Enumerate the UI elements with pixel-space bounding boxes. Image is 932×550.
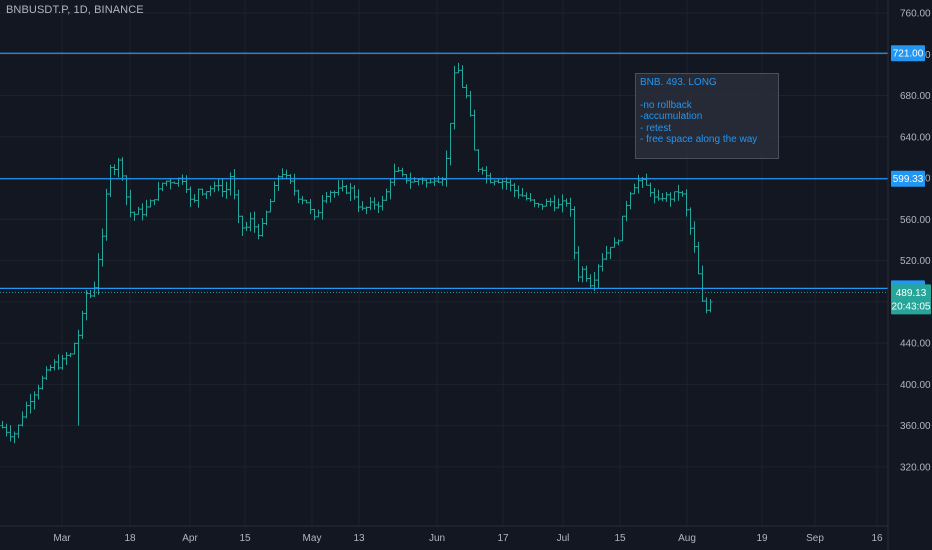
time-tick-label: May bbox=[303, 533, 322, 544]
current-price-label-bg bbox=[891, 284, 931, 315]
symbol-title: BNBUSDT.P, 1D, BINANCE bbox=[6, 4, 144, 16]
time-tick-label: Aug bbox=[678, 533, 696, 544]
price-tick-label: 520.00 bbox=[900, 256, 931, 267]
time-tick-label: Mar bbox=[53, 533, 71, 544]
price-axis[interactable]: 320.00360.00400.00440.00480.00520.00560.… bbox=[900, 9, 931, 474]
note-line: - retest bbox=[640, 122, 672, 134]
time-tick-label: 16 bbox=[871, 533, 883, 544]
price-line-label-bg bbox=[891, 170, 925, 187]
time-tick-label: Apr bbox=[182, 533, 198, 544]
price-tick-label: 680.00 bbox=[900, 91, 931, 102]
text-note-box[interactable]: BNB. 493. LONG -no rollback -accumulatio… bbox=[635, 73, 779, 159]
time-tick-label: Sep bbox=[806, 533, 824, 544]
time-tick-label: 15 bbox=[239, 533, 251, 544]
note-title: BNB. 493. LONG bbox=[640, 77, 717, 88]
time-tick-label: 15 bbox=[614, 533, 626, 544]
price-tick-label: 560.00 bbox=[900, 215, 931, 226]
note-line: -no rollback bbox=[640, 99, 692, 111]
ohlc-bars bbox=[0, 62, 713, 444]
price-tick-label: 760.00 bbox=[900, 9, 931, 20]
price-line-label: 599.33 bbox=[893, 174, 924, 185]
price-tick-label: 400.00 bbox=[900, 380, 931, 391]
time-tick-label: Jul bbox=[557, 533, 570, 544]
note-line: - free space along the way bbox=[640, 134, 758, 146]
time-tick-label: 17 bbox=[497, 533, 509, 544]
horizontal-lines bbox=[0, 52, 888, 293]
time-tick-label: 18 bbox=[124, 533, 136, 544]
time-tick-label: 13 bbox=[353, 533, 365, 544]
price-line-label-bg bbox=[891, 45, 925, 62]
time-tick-label: Jun bbox=[429, 533, 445, 544]
bar-countdown-label: 20:43:05 bbox=[892, 301, 931, 312]
price-tick-label: 640.00 bbox=[900, 132, 931, 143]
price-line-label: 721.00 bbox=[893, 49, 924, 60]
price-tick-label: 320.00 bbox=[900, 462, 931, 473]
time-axis[interactable]: Mar 18 Apr 15 May 13 Jun 17 Jul 15 Aug 19 Sep 16 bbox=[53, 533, 883, 544]
current-price-label: 489.13 bbox=[896, 288, 927, 299]
chart-grid bbox=[0, 0, 888, 526]
time-tick-label: 19 bbox=[756, 533, 768, 544]
price-tick-label: 440.00 bbox=[900, 339, 931, 350]
note-line: -accumulation bbox=[640, 111, 703, 123]
price-tick-label: 360.00 bbox=[900, 421, 931, 432]
